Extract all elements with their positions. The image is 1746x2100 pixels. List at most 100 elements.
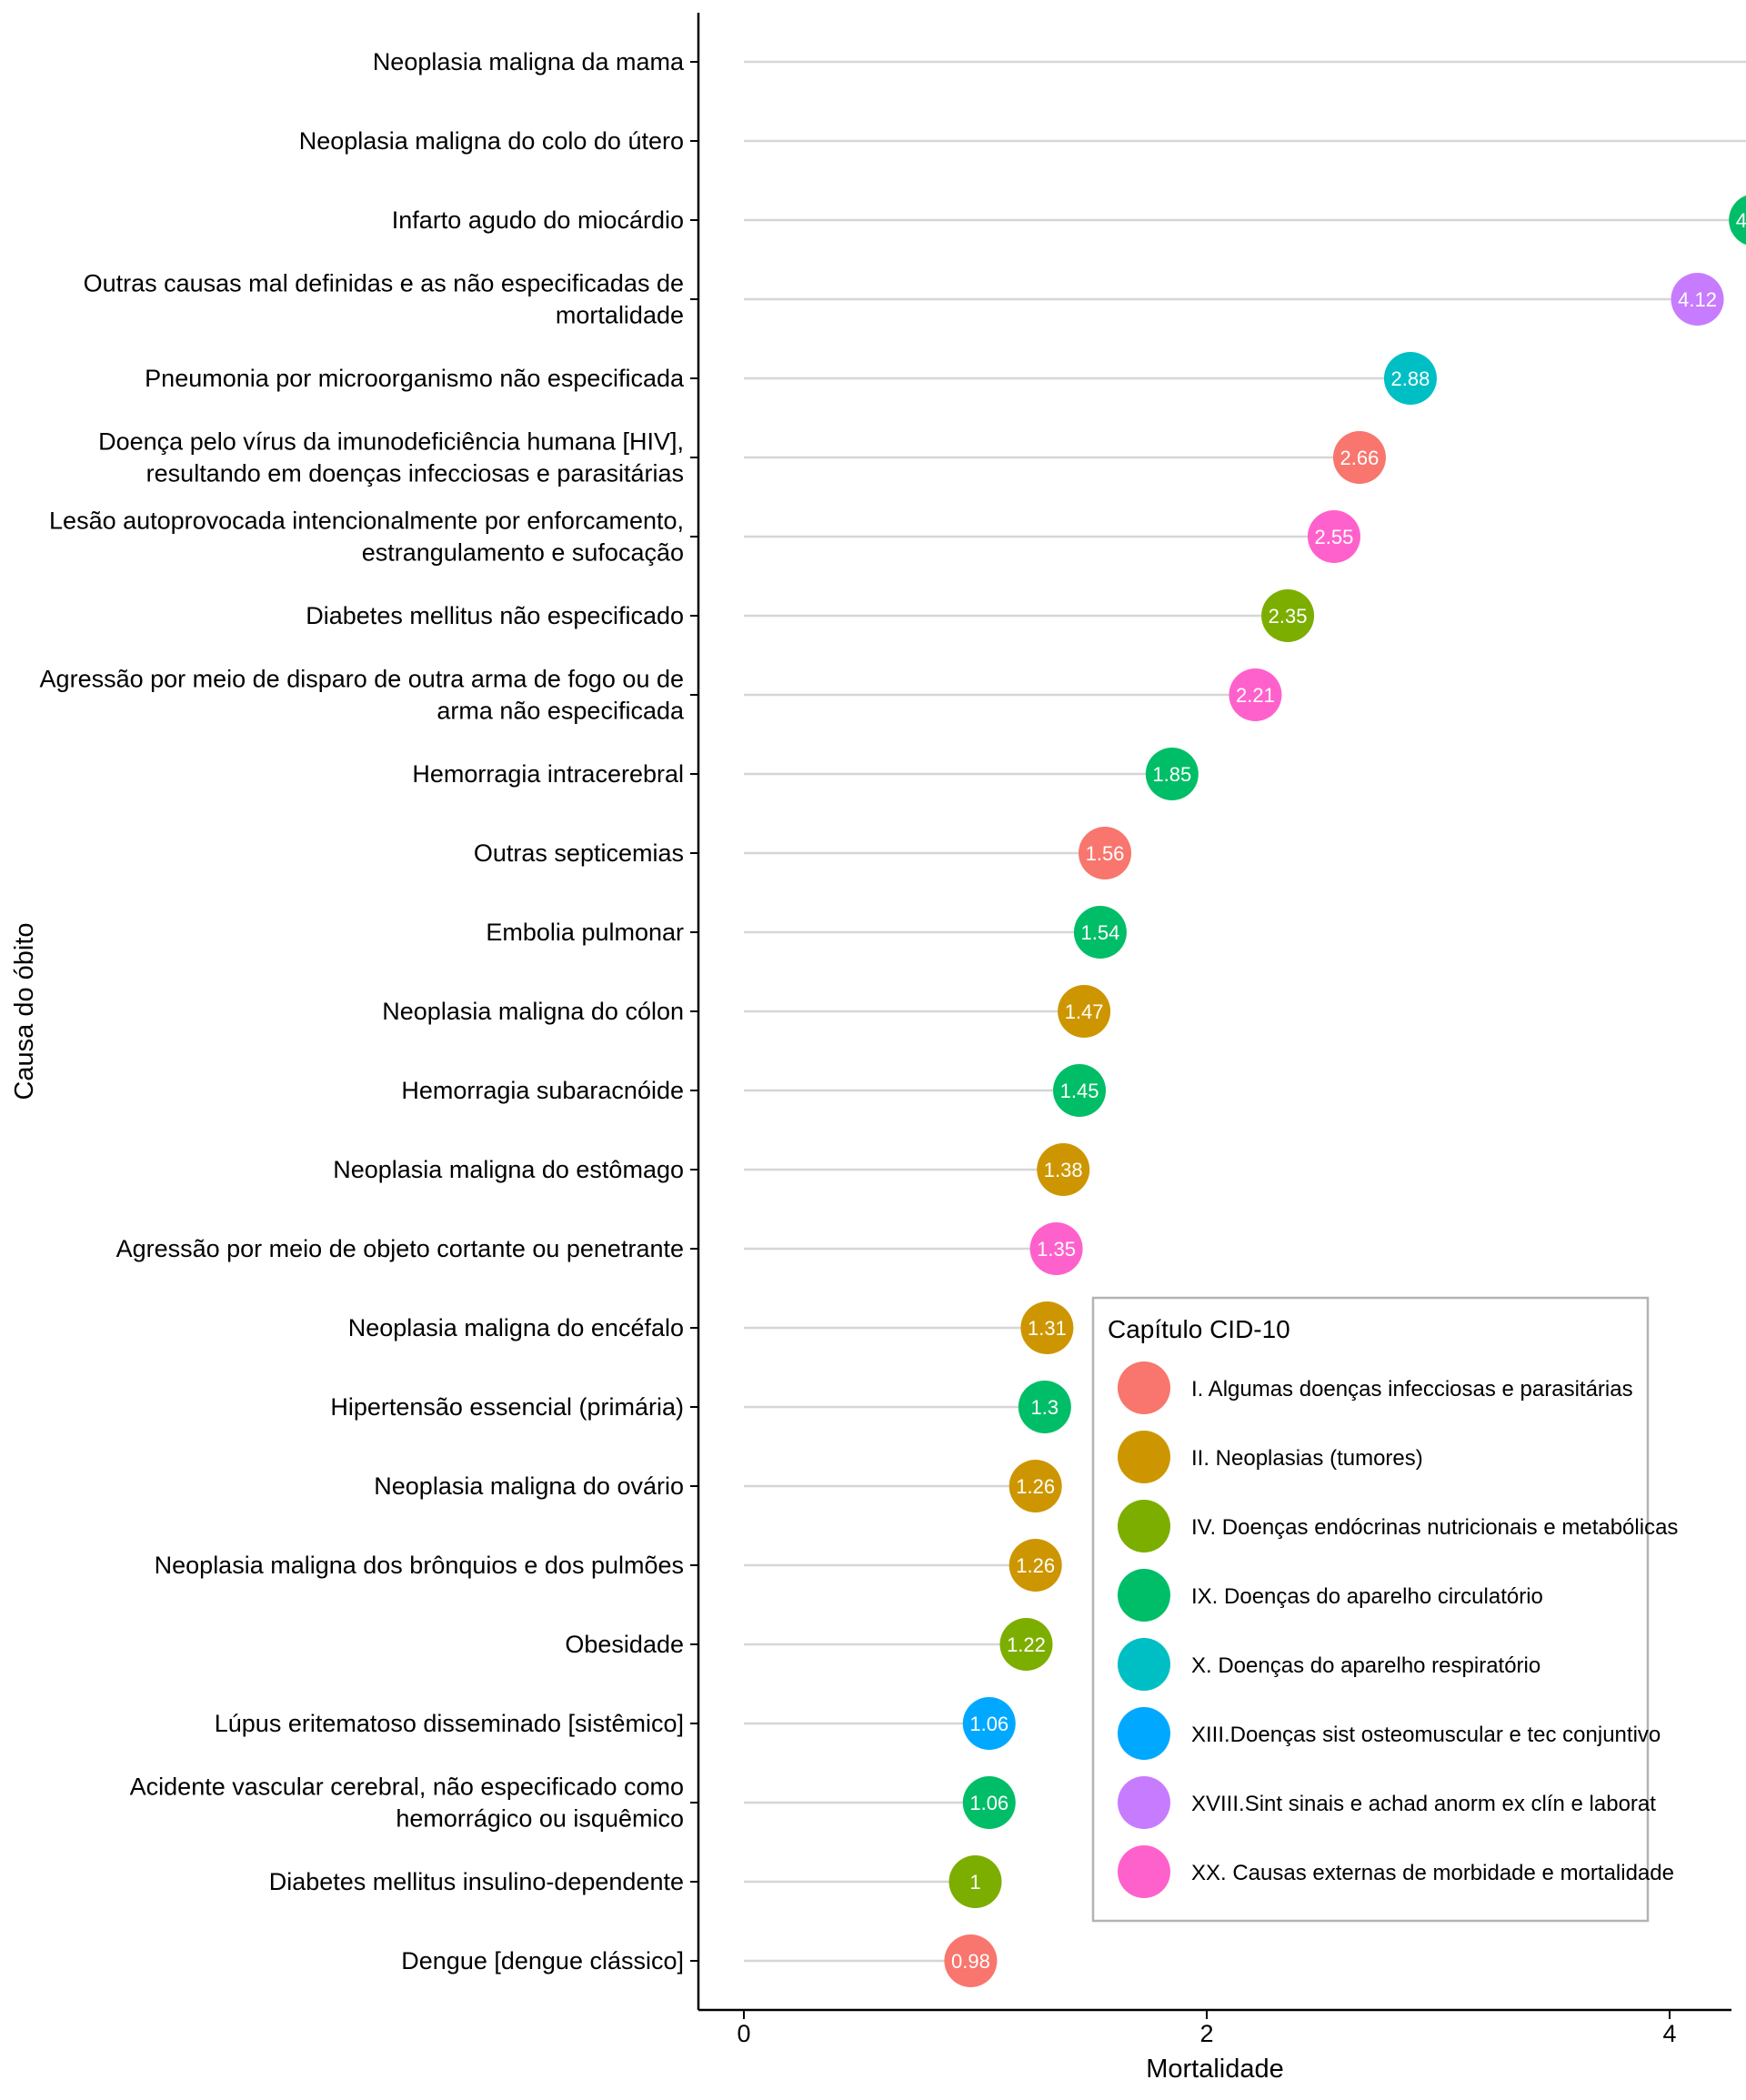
legend-item-label: XVIII.Sint sinais e achad anorm ex clín … — [1191, 1792, 1656, 1816]
data-point — [1008, 1539, 1062, 1592]
category-label: Diabetes mellitus insulino-dependente — [269, 1868, 684, 1895]
data-label: 1.26 — [1016, 1475, 1055, 1498]
data-point — [1020, 1301, 1074, 1354]
legend-item-label: IX. Doenças do aparelho circulatório — [1191, 1584, 1543, 1609]
data-label: 2.66 — [1340, 447, 1380, 469]
data-point — [1058, 985, 1111, 1038]
legend-key-swatch — [1118, 1845, 1170, 1898]
legend-key-swatch — [1118, 1431, 1170, 1483]
category-label: Neoplasia maligna da mama — [373, 48, 685, 75]
x-tick-label: 0 — [737, 2020, 750, 2047]
category-label: Agressão por meio de disparo de outra ar… — [40, 666, 684, 693]
category-labels: Neoplasia maligna da mama Neoplasia malig… — [40, 48, 685, 1974]
axes: 02468MortalidadeCausa do óbito — [10, 13, 1731, 2084]
category-label: Embolia pulmonar — [486, 919, 684, 946]
points-layer: 8.144.954.374.122.882.662.552.352.211.85… — [944, 195, 1746, 1987]
data-label: 1.56 — [1086, 842, 1125, 865]
data-point — [1383, 352, 1437, 405]
data-label: 1.31 — [1028, 1317, 1067, 1340]
legend-key-swatch — [1118, 1776, 1170, 1829]
data-point — [1332, 431, 1386, 484]
category-label: Neoplasia maligna do ovário — [374, 1472, 684, 1500]
category-label: Acidente vascular cerebral, não especifi… — [130, 1773, 684, 1801]
category-label: Hipertensão essencial (primária) — [330, 1393, 684, 1421]
data-label: 1 — [969, 1871, 980, 1894]
category-label: Obesidade — [565, 1631, 684, 1658]
data-label: 1.3 — [1031, 1396, 1059, 1419]
data-point — [1073, 906, 1127, 959]
data-label: 2.35 — [1269, 605, 1308, 628]
data-point — [1029, 1222, 1083, 1275]
data-label: 2.21 — [1236, 684, 1275, 707]
x-tick-label: 4 — [1662, 2020, 1676, 2047]
data-point — [1037, 1143, 1090, 1196]
legend-item-label: XX. Causas externas de morbidade e morta… — [1191, 1861, 1674, 1885]
legend-title: Capítulo CID-10 — [1108, 1315, 1290, 1343]
data-label: 2.55 — [1315, 526, 1354, 548]
category-label: Neoplasia maligna do colo do útero — [299, 127, 684, 155]
category-label: Pneumonia por microorganismo não especif… — [145, 365, 685, 392]
category-label: Agressão por meio de objeto cortante ou … — [116, 1235, 684, 1262]
legend-box — [1091, 1296, 1650, 1923]
category-label: Lúpus eritematoso disseminado [sistêmico… — [215, 1710, 684, 1737]
data-point — [1079, 827, 1132, 879]
data-label: 1.06 — [969, 1792, 1008, 1814]
data-label: 1.38 — [1044, 1159, 1083, 1181]
category-label: Doença pelo vírus da imunodeficiência hu… — [98, 428, 684, 456]
data-point — [1307, 510, 1360, 563]
category-label: Neoplasia maligna do cólon — [382, 998, 684, 1025]
data-point — [999, 1618, 1053, 1671]
x-axis-title: Mortalidade — [1146, 2055, 1284, 2084]
legend-item-label: X. Doenças do aparelho respiratório — [1191, 1653, 1540, 1678]
data-label: 1.47 — [1065, 1000, 1104, 1023]
data-label: 1.45 — [1060, 1080, 1099, 1102]
category-label: Neoplasia maligna dos brônquios e dos pu… — [155, 1552, 684, 1579]
data-point — [1261, 589, 1315, 642]
category-label: Neoplasia maligna do estômago — [333, 1156, 684, 1183]
data-label: 0.98 — [951, 1950, 990, 1973]
data-label: 1.06 — [969, 1713, 1008, 1735]
data-label: 1.35 — [1037, 1238, 1076, 1261]
legend-key-swatch — [1118, 1569, 1170, 1622]
legend-item-label: IV. Doenças endócrinas nutricionais e me… — [1191, 1515, 1678, 1540]
category-label: Infarto agudo do miocárdio — [392, 206, 684, 234]
data-point — [962, 1776, 1016, 1829]
legend-key-swatch — [1118, 1638, 1170, 1691]
data-point — [1671, 273, 1724, 326]
data-point — [1008, 1460, 1062, 1512]
data-label: 4.37 — [1736, 209, 1746, 232]
segments-layer — [744, 60, 1746, 1963]
data-point — [962, 1697, 1016, 1750]
data-point — [944, 1934, 998, 1987]
category-label: estrangulamento e sufocação — [362, 539, 684, 567]
category-label: Diabetes mellitus não especificado — [306, 602, 684, 629]
legend-item-label: II. Neoplasias (tumores) — [1191, 1446, 1423, 1471]
category-label: mortalidade — [556, 302, 684, 329]
category-label: Neoplasia maligna do encéfalo — [348, 1314, 684, 1341]
category-label: Hemorragia intracerebral — [412, 760, 684, 788]
data-point — [1229, 668, 1282, 721]
category-label: arma não especificada — [436, 698, 685, 725]
data-label: 1.85 — [1152, 763, 1191, 786]
category-label: hemorrágico ou isquêmico — [396, 1805, 684, 1833]
category-label: Lesão autoprovocada intencionalmente por… — [49, 507, 684, 535]
y-axis-title: Causa do óbito — [10, 922, 39, 1100]
data-point — [948, 1855, 1002, 1908]
category-label: Dengue [dengue clássico] — [401, 1947, 684, 1974]
legend-item-label: I. Algumas doenças infecciosas e parasit… — [1191, 1377, 1633, 1402]
data-label: 2.88 — [1391, 367, 1430, 390]
category-label: Outras septicemias — [474, 839, 684, 867]
data-point — [1018, 1381, 1071, 1433]
category-label: Hemorragia subaracnóide — [401, 1077, 684, 1104]
data-point — [1729, 195, 1746, 246]
legend-key-swatch — [1118, 1361, 1170, 1414]
category-label: resultando em doenças infecciosas e para… — [146, 460, 684, 487]
data-point — [1145, 748, 1199, 800]
data-label: 1.26 — [1016, 1554, 1055, 1577]
legend: Capítulo CID-10 I. Algumas doenças infecc… — [1091, 1296, 1678, 1923]
data-label: 4.12 — [1678, 288, 1717, 311]
data-label: 1.22 — [1007, 1633, 1046, 1656]
category-label: Outras causas mal definidas e as não esp… — [84, 270, 684, 297]
